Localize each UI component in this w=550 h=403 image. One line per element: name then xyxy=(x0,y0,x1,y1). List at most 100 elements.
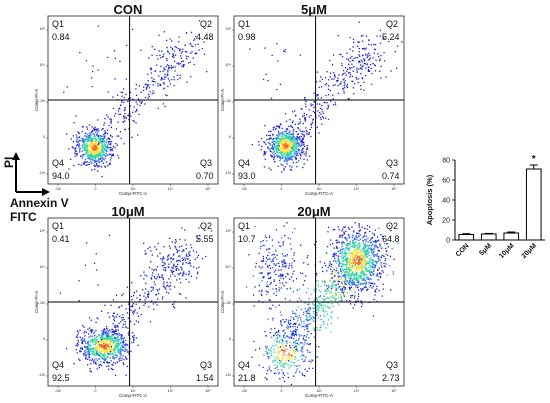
event-dot xyxy=(94,160,96,162)
event-dot xyxy=(283,134,286,137)
event-dot xyxy=(89,150,91,152)
event-dot xyxy=(360,277,362,279)
event-dot xyxy=(97,284,99,286)
x-tick-label: 10⁵ xyxy=(205,389,211,393)
event-dot xyxy=(347,261,349,263)
event-dot xyxy=(269,134,271,137)
event-dot xyxy=(101,350,104,352)
event-dot xyxy=(326,108,328,110)
event-dot xyxy=(117,344,120,347)
event-dot xyxy=(284,143,286,146)
event-dot xyxy=(362,273,365,275)
event-dot xyxy=(285,134,288,136)
event-dot xyxy=(284,332,286,334)
event-dot xyxy=(154,70,156,72)
event-dot xyxy=(125,343,127,345)
event-dot xyxy=(107,331,109,333)
event-dot xyxy=(360,300,362,302)
event-dot xyxy=(139,294,141,297)
event-dot xyxy=(292,135,294,137)
event-dot xyxy=(136,103,138,105)
event-dot xyxy=(359,275,362,278)
event-dot xyxy=(310,115,312,117)
event-dot xyxy=(148,87,150,89)
event-dot xyxy=(278,372,280,374)
event-dot xyxy=(181,51,183,53)
event-dot xyxy=(128,353,130,355)
event-dot xyxy=(65,347,68,350)
event-dot xyxy=(78,149,81,151)
event-dot xyxy=(111,341,113,343)
event-dot xyxy=(251,356,253,358)
event-dot xyxy=(103,147,105,149)
event-dot xyxy=(137,321,140,323)
event-dot xyxy=(276,140,279,143)
event-dot xyxy=(353,297,356,299)
event-dot xyxy=(291,159,294,161)
event-dot xyxy=(288,355,291,357)
event-dot xyxy=(112,347,114,350)
event-dot xyxy=(104,351,106,353)
event-dot xyxy=(117,345,119,347)
event-dot xyxy=(179,260,181,262)
event-dot xyxy=(277,144,279,146)
event-dot xyxy=(101,137,103,140)
event-dot xyxy=(89,145,91,147)
event-dot xyxy=(370,278,372,281)
event-dot xyxy=(107,353,109,355)
event-dot xyxy=(317,300,319,302)
event-dot xyxy=(97,151,99,153)
event-dot xyxy=(355,249,357,251)
event-dot xyxy=(330,331,332,333)
event-dot xyxy=(372,267,374,269)
event-dot xyxy=(173,50,176,52)
event-dot xyxy=(357,243,359,245)
event-dot xyxy=(358,41,360,44)
event-dot xyxy=(342,248,345,250)
event-dot xyxy=(380,233,382,236)
event-dot xyxy=(163,76,166,78)
event-dot xyxy=(171,271,173,273)
event-dot xyxy=(302,151,305,153)
event-dot xyxy=(354,264,357,266)
event-dot xyxy=(281,142,283,145)
event-dot xyxy=(140,49,142,51)
event-dot xyxy=(263,354,265,356)
event-dot xyxy=(155,248,158,250)
event-dot xyxy=(78,280,80,282)
event-dot xyxy=(111,368,113,370)
event-dot xyxy=(299,138,301,141)
event-dot xyxy=(283,349,285,351)
event-dot xyxy=(364,258,367,260)
event-dot xyxy=(373,244,376,246)
event-dot xyxy=(121,305,123,307)
event-dot xyxy=(324,281,326,283)
event-dot xyxy=(335,289,337,292)
event-dot xyxy=(303,339,305,341)
event-dot xyxy=(363,266,365,268)
event-dot xyxy=(169,38,171,40)
event-dot xyxy=(342,268,344,271)
event-dot xyxy=(305,105,307,108)
event-dot xyxy=(353,83,356,85)
event-dot xyxy=(396,67,398,69)
event-dot xyxy=(283,329,285,331)
event-dot xyxy=(270,350,272,352)
event-dot xyxy=(355,300,357,302)
event-dot xyxy=(123,359,125,361)
event-dot xyxy=(362,65,364,67)
event-dot xyxy=(355,234,358,236)
event-dot xyxy=(170,257,173,259)
event-dot xyxy=(82,154,84,156)
event-dot xyxy=(76,334,79,336)
event-dot xyxy=(196,235,198,237)
event-dot xyxy=(289,136,292,138)
event-dot xyxy=(337,257,339,259)
event-dot xyxy=(260,294,263,296)
event-dot xyxy=(343,286,345,288)
event-dot xyxy=(319,291,321,293)
event-dot xyxy=(342,70,345,72)
event-dot xyxy=(78,144,81,147)
event-dot xyxy=(307,287,310,290)
event-dot xyxy=(262,366,264,369)
